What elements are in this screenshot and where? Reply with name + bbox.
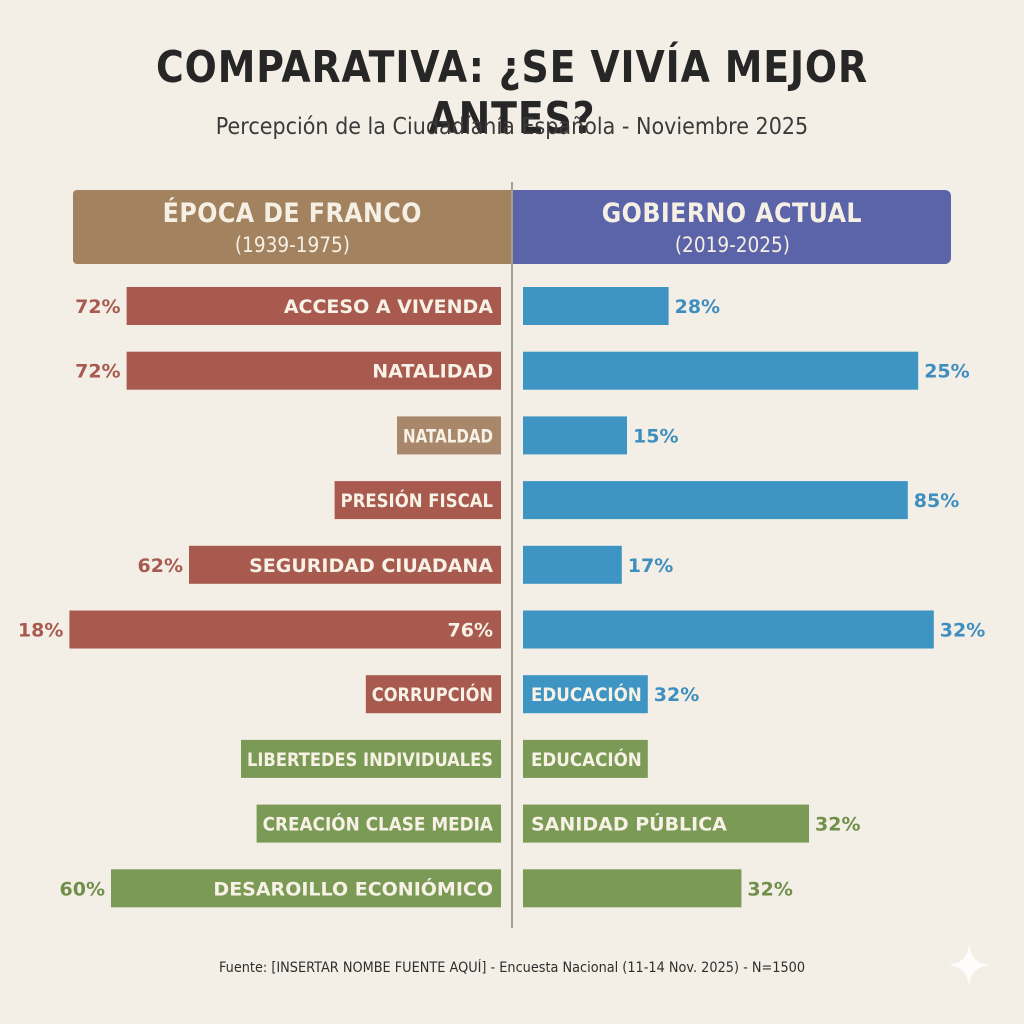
header-current-government: GOBIERNO ACTUAL (2019-2025) <box>513 190 951 264</box>
left-value-label: 72% <box>75 296 120 318</box>
left-value-label: 60% <box>60 878 105 900</box>
right-bar-label: EDUCACIÓN <box>531 682 642 706</box>
left-bar <box>126 351 501 390</box>
right-bar <box>523 804 809 843</box>
left-bar-label: LIBERTEDES INDIVIDUALES <box>247 749 493 771</box>
left-bar-label: ACCESO A VIVENDA <box>284 296 493 318</box>
left-value-label: 18% <box>18 620 63 642</box>
left-bar <box>189 545 501 584</box>
right-bar <box>523 481 908 520</box>
right-bar <box>523 739 648 778</box>
right-value-label: 32% <box>747 878 792 900</box>
left-bar <box>111 869 501 908</box>
left-bar <box>397 416 501 455</box>
right-bar <box>523 610 934 649</box>
left-bar-label: SEGURIDAD CIUADANA <box>249 555 493 577</box>
left-bar <box>126 287 501 325</box>
right-bar-label: SANIDAD PÚBLICA <box>531 812 727 836</box>
right-value-label: 28% <box>675 296 720 318</box>
left-bar-label: CREACIÓN CLASE MEDIA <box>263 812 494 836</box>
header-franco-era: ÉPOCA DE FRANCO (1939-1975) <box>73 190 511 264</box>
sparkle-icon <box>948 944 990 986</box>
left-value-label: 72% <box>75 361 120 383</box>
right-value-label: 32% <box>940 620 985 642</box>
left-bar <box>69 610 502 649</box>
right-value-label: 32% <box>654 684 699 706</box>
right-value-label: 32% <box>815 814 860 836</box>
left-bar-label: CORRUPCIÓN <box>372 682 493 706</box>
left-bar <box>334 481 501 520</box>
right-value-label: 15% <box>633 425 678 447</box>
right-bar <box>523 545 622 584</box>
left-bar <box>365 675 501 714</box>
left-bar <box>241 739 501 778</box>
right-bar <box>523 675 648 714</box>
left-bar-label: NATALIDAD <box>372 361 493 383</box>
center-divider <box>511 182 513 928</box>
source-footnote: Fuente: [INSERTAR NOMBE FUENTE AQUÍ] - E… <box>218 960 806 976</box>
chart-title: COMPARATIVA: ¿SE VIVÍA MEJOR ANTES? <box>156 42 868 144</box>
left-value-label: 62% <box>138 555 183 577</box>
right-value-label: 17% <box>628 555 673 577</box>
right-value-label: 85% <box>914 490 959 512</box>
left-bar-label: 76% <box>448 620 493 642</box>
chart-subtitle: Percepción de la Ciudadíanía Española - … <box>215 114 809 140</box>
right-bar-label: EDUCACIÓN <box>531 747 642 771</box>
header-franco-years: (1939-1975) <box>234 232 350 257</box>
right-bar <box>523 869 742 908</box>
header-current-years: (2019-2025) <box>674 232 790 257</box>
left-bar-label: PRESIÓN FISCAL <box>341 488 493 512</box>
right-value-label: 25% <box>924 361 969 383</box>
left-bar-label: DESAROILLO ECONIÓMICO <box>213 876 493 900</box>
left-bar-label: NATALDAD <box>403 425 493 447</box>
left-bar <box>256 804 501 843</box>
right-bar <box>523 416 627 455</box>
right-bar <box>523 287 669 325</box>
header-franco-title: ÉPOCA DE FRANCO <box>162 197 422 229</box>
right-bar <box>523 351 919 390</box>
header-current-title: GOBIERNO ACTUAL <box>601 197 863 229</box>
